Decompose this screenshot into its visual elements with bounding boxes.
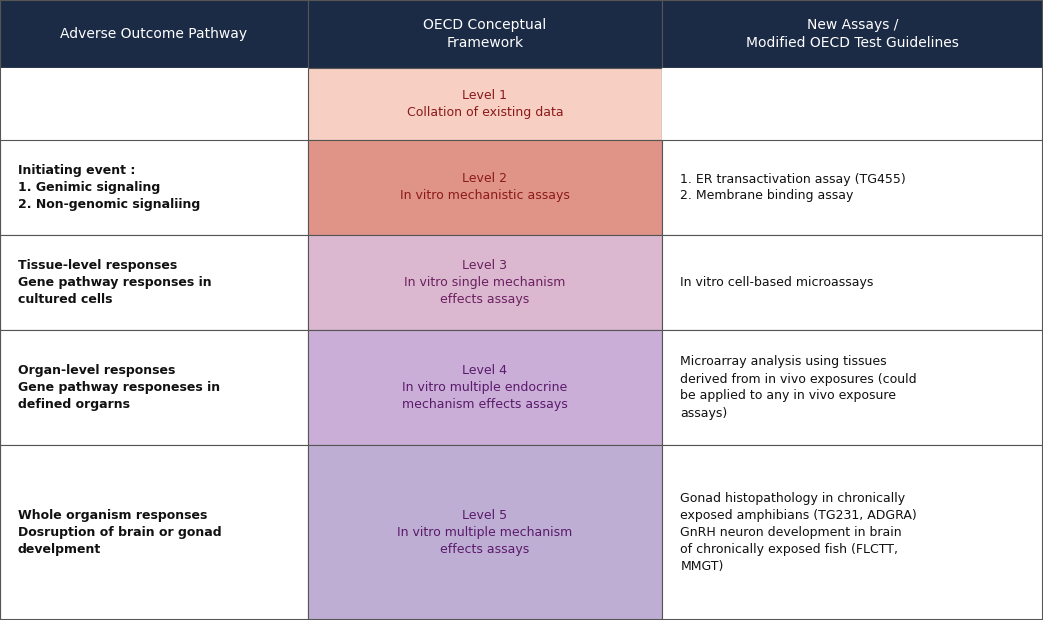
Bar — [308, 68, 662, 140]
Bar — [662, 68, 1043, 140]
Text: Tissue-level responses
Gene pathway responses in
cultured cells: Tissue-level responses Gene pathway resp… — [18, 259, 212, 306]
Bar — [308, 235, 662, 330]
Bar — [662, 330, 1043, 445]
Text: Gonad histopathology in chronically
exposed amphibians (TG231, ADGRA)
GnRH neuro: Gonad histopathology in chronically expo… — [680, 492, 917, 573]
Text: Whole organism responses
Dosruption of brain or gonad
develpment: Whole organism responses Dosruption of b… — [18, 509, 221, 556]
Bar — [0, 330, 308, 445]
Bar — [308, 0, 662, 68]
Bar — [662, 140, 1043, 235]
Text: OECD Conceptual
Framework: OECD Conceptual Framework — [423, 18, 547, 50]
Bar — [308, 330, 662, 445]
Bar — [308, 445, 662, 620]
Text: In vitro cell-based microassays: In vitro cell-based microassays — [680, 276, 874, 289]
Text: Level 3
In vitro single mechanism
effects assays: Level 3 In vitro single mechanism effect… — [405, 259, 565, 306]
Bar — [0, 68, 308, 140]
Text: Level 2
In vitro mechanistic assays: Level 2 In vitro mechanistic assays — [401, 172, 569, 203]
Text: New Assays /
Modified OECD Test Guidelines: New Assays / Modified OECD Test Guidelin… — [746, 18, 960, 50]
Text: 1. ER transactivation assay (TG455)
2. Membrane binding assay: 1. ER transactivation assay (TG455) 2. M… — [680, 172, 906, 203]
Bar — [0, 0, 308, 68]
Text: Initiating event :
1. Genimic signaling
2. Non-genomic signaliing: Initiating event : 1. Genimic signaling … — [18, 164, 200, 211]
Text: Organ-level responses
Gene pathway responeses in
defined orgarns: Organ-level responses Gene pathway respo… — [18, 364, 220, 411]
Bar — [662, 0, 1043, 68]
Bar — [0, 235, 308, 330]
Bar — [0, 68, 308, 140]
Bar — [662, 445, 1043, 620]
Text: Level 5
In vitro multiple mechanism
effects assays: Level 5 In vitro multiple mechanism effe… — [397, 509, 573, 556]
Text: Level 4
In vitro multiple endocrine
mechanism effects assays: Level 4 In vitro multiple endocrine mech… — [403, 364, 567, 411]
Bar — [662, 68, 1043, 140]
Text: Adverse Outcome Pathway: Adverse Outcome Pathway — [60, 27, 247, 41]
Bar — [662, 235, 1043, 330]
Bar — [308, 140, 662, 235]
Text: Level 1
Collation of existing data: Level 1 Collation of existing data — [407, 89, 563, 119]
Bar — [0, 140, 308, 235]
Text: Microarray analysis using tissues
derived from in vivo exposures (could
be appli: Microarray analysis using tissues derive… — [680, 355, 917, 420]
Bar — [0, 445, 308, 620]
